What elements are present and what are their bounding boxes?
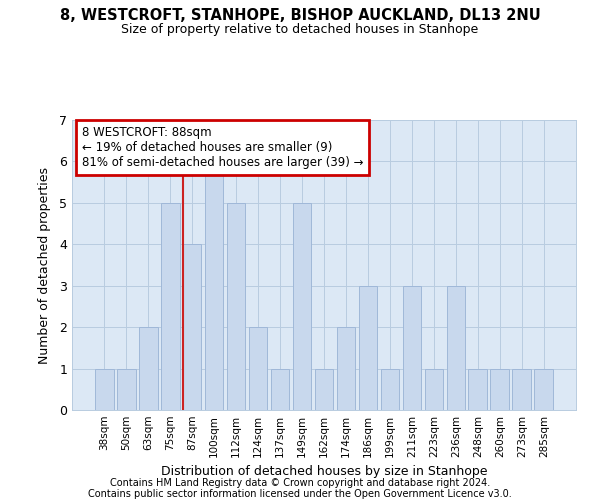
Bar — [446, 286, 465, 410]
Bar — [469, 368, 487, 410]
Bar — [403, 286, 421, 410]
Text: Contains public sector information licensed under the Open Government Licence v3: Contains public sector information licen… — [88, 489, 512, 499]
Bar — [512, 368, 531, 410]
Bar — [293, 203, 311, 410]
Bar — [117, 368, 136, 410]
Bar — [205, 162, 223, 410]
Y-axis label: Number of detached properties: Number of detached properties — [38, 166, 51, 364]
Bar — [314, 368, 334, 410]
Bar — [490, 368, 509, 410]
Bar — [271, 368, 289, 410]
Bar — [380, 368, 399, 410]
Bar — [425, 368, 443, 410]
Bar — [249, 327, 268, 410]
Bar — [139, 327, 158, 410]
Text: 8, WESTCROFT, STANHOPE, BISHOP AUCKLAND, DL13 2NU: 8, WESTCROFT, STANHOPE, BISHOP AUCKLAND,… — [59, 8, 541, 22]
Bar — [161, 203, 179, 410]
Bar — [227, 203, 245, 410]
X-axis label: Distribution of detached houses by size in Stanhope: Distribution of detached houses by size … — [161, 466, 487, 478]
Bar — [183, 244, 202, 410]
Bar — [95, 368, 113, 410]
Text: Contains HM Land Registry data © Crown copyright and database right 2024.: Contains HM Land Registry data © Crown c… — [110, 478, 490, 488]
Bar — [337, 327, 355, 410]
Text: 8 WESTCROFT: 88sqm
← 19% of detached houses are smaller (9)
81% of semi-detached: 8 WESTCROFT: 88sqm ← 19% of detached hou… — [82, 126, 364, 169]
Bar — [535, 368, 553, 410]
Text: Size of property relative to detached houses in Stanhope: Size of property relative to detached ho… — [121, 22, 479, 36]
Bar — [359, 286, 377, 410]
